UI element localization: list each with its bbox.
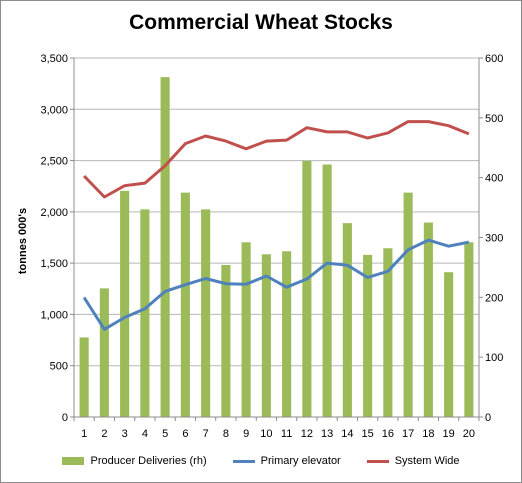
axes: [70, 57, 483, 421]
x-tick-label: 7: [203, 428, 209, 440]
bar-producer-deliveries: [302, 160, 312, 417]
x-tick-label: 19: [443, 428, 455, 440]
bar-producer-deliveries: [201, 209, 211, 417]
x-tick-label: 8: [223, 428, 229, 440]
bar-producer-deliveries: [261, 254, 271, 417]
bar-producer-deliveries: [403, 192, 413, 417]
legend-item-primary-elevator: Primary elevator: [232, 455, 341, 467]
y-tick-label: 500: [50, 361, 68, 373]
legend: Producer Deliveries (rh) Primary elevato…: [1, 455, 521, 467]
bar-producer-deliveries: [241, 242, 251, 417]
legend-item-system-wide: System Wide: [366, 455, 460, 467]
bar-producer-deliveries: [342, 223, 352, 417]
legend-label: Primary elevator: [260, 455, 341, 467]
x-tick-label: 1: [81, 428, 87, 440]
y2-tick-label: 300: [485, 233, 503, 245]
bar-producer-deliveries: [363, 254, 373, 417]
series-lines: [82, 120, 470, 331]
x-tick-label: 9: [243, 428, 249, 440]
line-system-wide: [83, 120, 470, 199]
grid-lines: [74, 57, 479, 367]
y2-tick-label: 500: [485, 113, 503, 125]
bar-producer-deliveries: [444, 272, 454, 417]
legend-swatch-line: [366, 459, 389, 463]
bar-producer-deliveries: [120, 190, 130, 417]
y-tick-label: 0: [62, 412, 68, 424]
x-tick-label: 18: [422, 428, 434, 440]
y-tick-label: 3,000: [40, 104, 68, 116]
bar-producer-deliveries: [140, 209, 150, 417]
x-tick-label: 10: [260, 428, 272, 440]
x-tick-label: 20: [463, 428, 475, 440]
y-tick-label: 2,500: [40, 156, 68, 168]
y-tick-label: 1,500: [40, 258, 68, 270]
x-tick-label: 14: [341, 428, 353, 440]
bar-producer-deliveries: [464, 242, 474, 417]
tick-labels: 0 500 1,000 1,500 2,000 2,500 3,000 3,500 0 100 20…: [40, 53, 503, 440]
line-primary-elevator: [82, 238, 470, 331]
y2-tick-label: 100: [485, 352, 503, 364]
legend-item-producer-deliveries: Producer Deliveries (rh): [62, 455, 207, 467]
y2-tick-label: 200: [485, 292, 503, 304]
legend-swatch-line: [232, 459, 255, 463]
x-tick-label: 13: [321, 428, 333, 440]
x-tick-label: 5: [162, 428, 168, 440]
x-tick-label: 12: [301, 428, 313, 440]
x-tick-label: 3: [122, 428, 128, 440]
y-tick-label: 2,000: [40, 207, 68, 219]
x-tick-label: 15: [362, 428, 374, 440]
bar-producer-deliveries: [322, 164, 332, 417]
bar-producer-deliveries: [180, 192, 190, 417]
y2-tick-label: 0: [485, 412, 491, 424]
bar-producer-deliveries: [79, 337, 89, 417]
y2-tick-label: 400: [485, 173, 503, 185]
x-tick-label: 16: [382, 428, 394, 440]
y-tick-label: 3,500: [40, 53, 68, 65]
x-tick-label: 4: [142, 428, 148, 440]
legend-label: Producer Deliveries (rh): [90, 455, 207, 467]
bar-producer-deliveries: [160, 77, 170, 417]
x-tick-label: 17: [402, 428, 414, 440]
x-tick-label: 6: [182, 428, 188, 440]
y-tick-label: 1,000: [40, 309, 68, 321]
bars: [79, 77, 474, 417]
bar-producer-deliveries: [221, 265, 231, 417]
bar-producer-deliveries: [99, 288, 109, 417]
bar-producer-deliveries: [423, 222, 433, 417]
x-tick-label: 2: [101, 428, 107, 440]
legend-swatch-bar: [62, 457, 85, 465]
y2-tick-label: 600: [485, 53, 503, 65]
legend-label: System Wide: [394, 455, 460, 467]
bar-producer-deliveries: [282, 251, 292, 417]
bar-producer-deliveries: [383, 248, 393, 417]
chart-title: Commercial Wheat Stocks: [129, 11, 393, 34]
x-tick-label: 11: [281, 428, 292, 440]
